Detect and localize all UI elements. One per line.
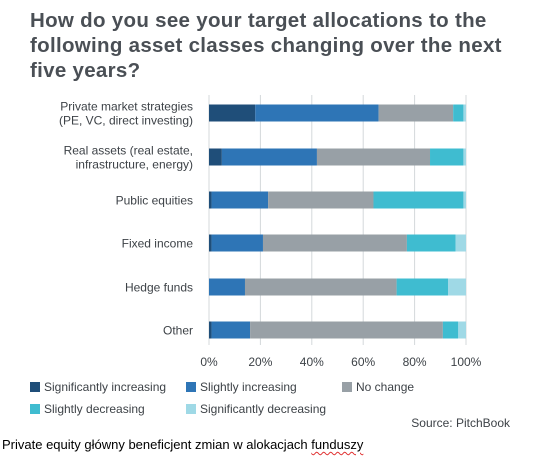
chart-title: How do you see your target allocations t… (30, 9, 502, 82)
category-label: Fixed income (122, 237, 194, 251)
x-tick-label: 60% (351, 355, 375, 369)
bar-segment (209, 191, 212, 209)
legend-label: Slightly decreasing (44, 402, 145, 416)
bar-segment (262, 234, 407, 252)
bar-segment (244, 278, 397, 296)
x-tick-label: 0% (200, 355, 218, 369)
bar-segment (463, 148, 466, 166)
legend-swatch (30, 382, 40, 392)
bar-segment (378, 104, 454, 122)
bar-segment (458, 321, 466, 339)
bar-segment (211, 321, 251, 339)
legend-swatch (186, 404, 196, 414)
legend-label: No change (356, 380, 414, 394)
legend-label: Slightly increasing (200, 380, 297, 394)
source-label: Source: PitchBook (411, 416, 511, 428)
legend-swatch (30, 404, 40, 414)
category-label: Public equities (116, 194, 193, 208)
x-tick-label: 40% (300, 355, 324, 369)
bar-segment (211, 191, 269, 209)
legend-label: Significantly increasing (44, 380, 166, 394)
x-tick-label: 80% (403, 355, 427, 369)
bar-segment (221, 148, 317, 166)
bar-segment (211, 234, 263, 252)
bar-segment (209, 234, 212, 252)
bar-segment (255, 104, 379, 122)
chart-figure: How do you see your target allocations t… (30, 9, 511, 428)
bar-segment (268, 191, 374, 209)
x-tick-label: 100% (451, 355, 482, 369)
bar-segment (406, 234, 456, 252)
bar-segment (448, 278, 466, 296)
bar-segment (209, 104, 256, 122)
bar-segment (453, 104, 464, 122)
bar-segment (250, 321, 443, 339)
bar-segment (396, 278, 449, 296)
bar-segment (209, 278, 245, 296)
x-tick-label: 20% (248, 355, 272, 369)
stacked-bar-chart: Private market strategies(PE, VC, direct… (30, 95, 511, 428)
image-caption: Private equity główny beneficjent zmian … (2, 437, 363, 452)
bar-segment (442, 321, 459, 339)
bar-segment (316, 148, 431, 166)
bar-segment (455, 234, 466, 252)
category-label: Private market strategies (60, 100, 193, 114)
bar-segment (373, 191, 464, 209)
legend-swatch (342, 382, 352, 392)
bar-segment (430, 148, 464, 166)
category-label: Other (163, 324, 193, 338)
category-label: (PE, VC, direct investing) (59, 114, 193, 128)
caption-text: Private equity główny beneficjent zmian … (2, 437, 312, 452)
category-label: infrastructure, energy) (76, 158, 193, 172)
bar-segment (463, 104, 466, 122)
bar-segment (463, 191, 466, 209)
legend-swatch (186, 382, 196, 392)
category-label: Hedge funds (125, 281, 193, 295)
category-label: Real assets (real estate, (64, 144, 193, 158)
caption-underlined-word: funduszy (311, 437, 364, 452)
bar-segment (209, 148, 222, 166)
legend-label: Significantly decreasing (200, 402, 326, 416)
bar-segment (209, 321, 212, 339)
